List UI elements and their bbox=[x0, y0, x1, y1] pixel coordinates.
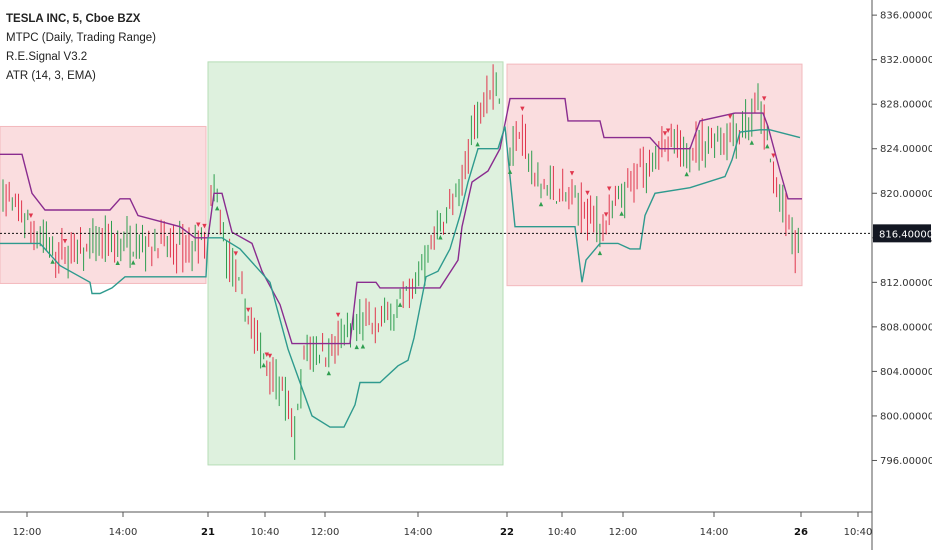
price-tick-label: 812.00000 bbox=[880, 278, 932, 289]
price-tick-label: 800.00000 bbox=[880, 411, 932, 422]
time-tick-label: 26 bbox=[794, 527, 808, 538]
range-box-21 bbox=[207, 61, 504, 466]
buy-signal bbox=[326, 370, 331, 376]
trading-range-boxes bbox=[0, 61, 803, 466]
buy-signal bbox=[749, 140, 754, 145]
time-tick-label: 14:00 bbox=[109, 527, 138, 538]
sell-signal bbox=[727, 114, 733, 120]
sell-signal bbox=[585, 190, 590, 196]
buy-signal bbox=[115, 260, 120, 266]
sell-signal bbox=[520, 106, 525, 112]
time-tick-label: 12:00 bbox=[609, 527, 638, 538]
range-box-22 bbox=[506, 63, 803, 287]
buy-signal bbox=[215, 205, 220, 211]
price-tick-label: 832.00000 bbox=[880, 55, 932, 66]
time-tick-label: 12:00 bbox=[13, 527, 42, 538]
buy-signal bbox=[475, 141, 480, 147]
upper-band-line bbox=[0, 97, 802, 345]
time-tick-label: 21 bbox=[201, 527, 215, 538]
buy-signal bbox=[765, 143, 770, 149]
buy-signal bbox=[597, 250, 603, 256]
buy-signal bbox=[397, 302, 403, 307]
lower-band-line bbox=[0, 126, 801, 428]
sell-signal bbox=[62, 238, 68, 244]
sell-signal bbox=[771, 153, 776, 159]
time-tick-label: 22 bbox=[500, 527, 514, 538]
time-tick-label: 10:40 bbox=[548, 527, 577, 538]
sell-signal bbox=[662, 131, 668, 136]
buy-signal bbox=[50, 259, 55, 264]
buy-signal bbox=[684, 171, 689, 177]
sell-signal bbox=[246, 307, 251, 313]
price-tick-label: 836.00000 bbox=[880, 11, 932, 22]
indicator-mtpc[interactable]: MTPC (Daily, Trading Range) bbox=[6, 32, 156, 44]
price-tick-label: 828.00000 bbox=[880, 100, 932, 111]
buy-signal bbox=[538, 201, 544, 207]
price-tick-label: 808.00000 bbox=[880, 322, 932, 333]
buy-signal bbox=[438, 235, 443, 240]
sell-signal bbox=[569, 171, 575, 176]
range-box-day-1 bbox=[0, 125, 207, 284]
sell-signal bbox=[665, 128, 671, 133]
price-tick-label: 804.00000 bbox=[880, 367, 932, 378]
buy-signal bbox=[131, 260, 136, 265]
sell-signal bbox=[202, 223, 207, 229]
time-tick-label: 12:00 bbox=[311, 527, 340, 538]
time-tick-label: 14:00 bbox=[404, 527, 433, 538]
atr-bands bbox=[0, 97, 802, 428]
sell-signal bbox=[28, 213, 34, 218]
sell-signal bbox=[264, 352, 269, 357]
sell-signal bbox=[603, 212, 609, 217]
price-tick-label: 824.00000 bbox=[880, 144, 932, 155]
time-tick-label: 10:40 bbox=[251, 527, 280, 538]
current-price-tag: 816.40000 bbox=[873, 224, 932, 243]
sell-signal bbox=[267, 353, 273, 359]
price-tick-label: 820.00000 bbox=[880, 189, 932, 200]
sell-signal bbox=[233, 251, 238, 256]
time-axis: 12:00 14:00 21 10:40 12:00 14:00 22 10:40 12:00 1… bbox=[0, 511, 873, 538]
chart-legend: TESLA INC, 5, Cboe BZX MTPC (Daily, Trad… bbox=[6, 10, 156, 86]
buy-signal bbox=[261, 362, 266, 368]
price-tick-label: 796.00000 bbox=[880, 456, 932, 467]
buy-signal bbox=[619, 211, 624, 216]
indicator-atr[interactable]: ATR (14, 3, EMA) bbox=[6, 70, 96, 82]
sell-signal bbox=[762, 96, 767, 101]
buy-signal bbox=[360, 344, 366, 349]
indicator-re-signal[interactable]: R.E.Signal V3.2 bbox=[6, 51, 88, 63]
buy-signal bbox=[507, 169, 513, 174]
buy-signal bbox=[354, 344, 359, 350]
symbol-title[interactable]: TESLA INC, 5, Cboe BZX bbox=[6, 13, 141, 25]
sell-signal bbox=[196, 222, 201, 227]
sell-signal bbox=[607, 186, 612, 192]
signal-markers bbox=[28, 96, 776, 376]
sell-signal bbox=[335, 312, 341, 318]
time-tick-label: 10:40 bbox=[844, 527, 873, 538]
time-tick-label: 14:00 bbox=[700, 527, 729, 538]
price-axis: 836.00000 832.00000 828.00000 824.00000 820.… bbox=[871, 0, 932, 550]
current-price-tag-label: 816.40000 bbox=[879, 229, 932, 240]
current-price-tag-bg bbox=[873, 224, 931, 243]
